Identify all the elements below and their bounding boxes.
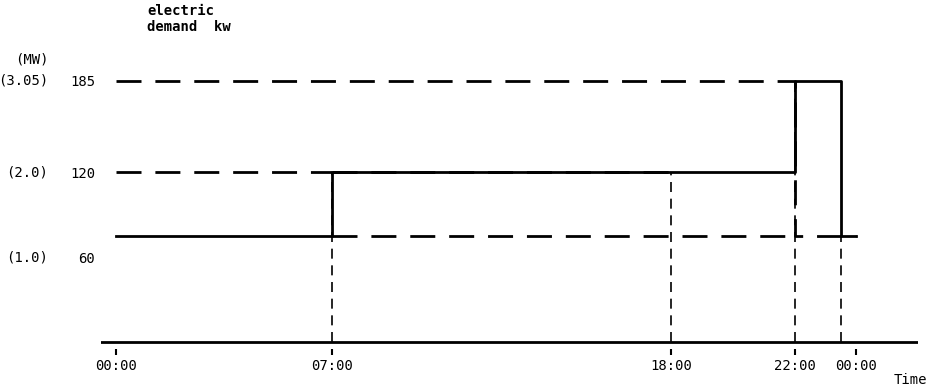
Text: demand  kw: demand kw [148, 20, 231, 34]
Text: (3.05): (3.05) [0, 74, 49, 88]
Text: Time: Time [894, 372, 927, 386]
Text: (MW): (MW) [15, 53, 49, 67]
Text: electric: electric [148, 4, 214, 18]
Text: (1.0): (1.0) [7, 250, 49, 264]
Text: (2.0): (2.0) [7, 165, 49, 179]
